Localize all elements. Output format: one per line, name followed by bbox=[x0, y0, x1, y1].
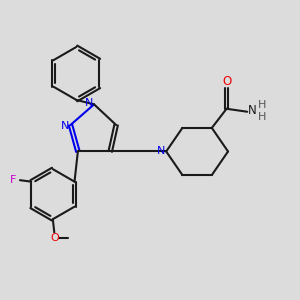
Text: H: H bbox=[258, 112, 267, 122]
Text: O: O bbox=[222, 75, 231, 88]
Text: H: H bbox=[258, 100, 267, 110]
Text: N: N bbox=[61, 122, 70, 131]
Text: F: F bbox=[10, 175, 17, 185]
Text: O: O bbox=[50, 233, 59, 243]
Text: N: N bbox=[248, 104, 257, 117]
Text: N: N bbox=[157, 146, 165, 157]
Text: N: N bbox=[85, 98, 93, 108]
